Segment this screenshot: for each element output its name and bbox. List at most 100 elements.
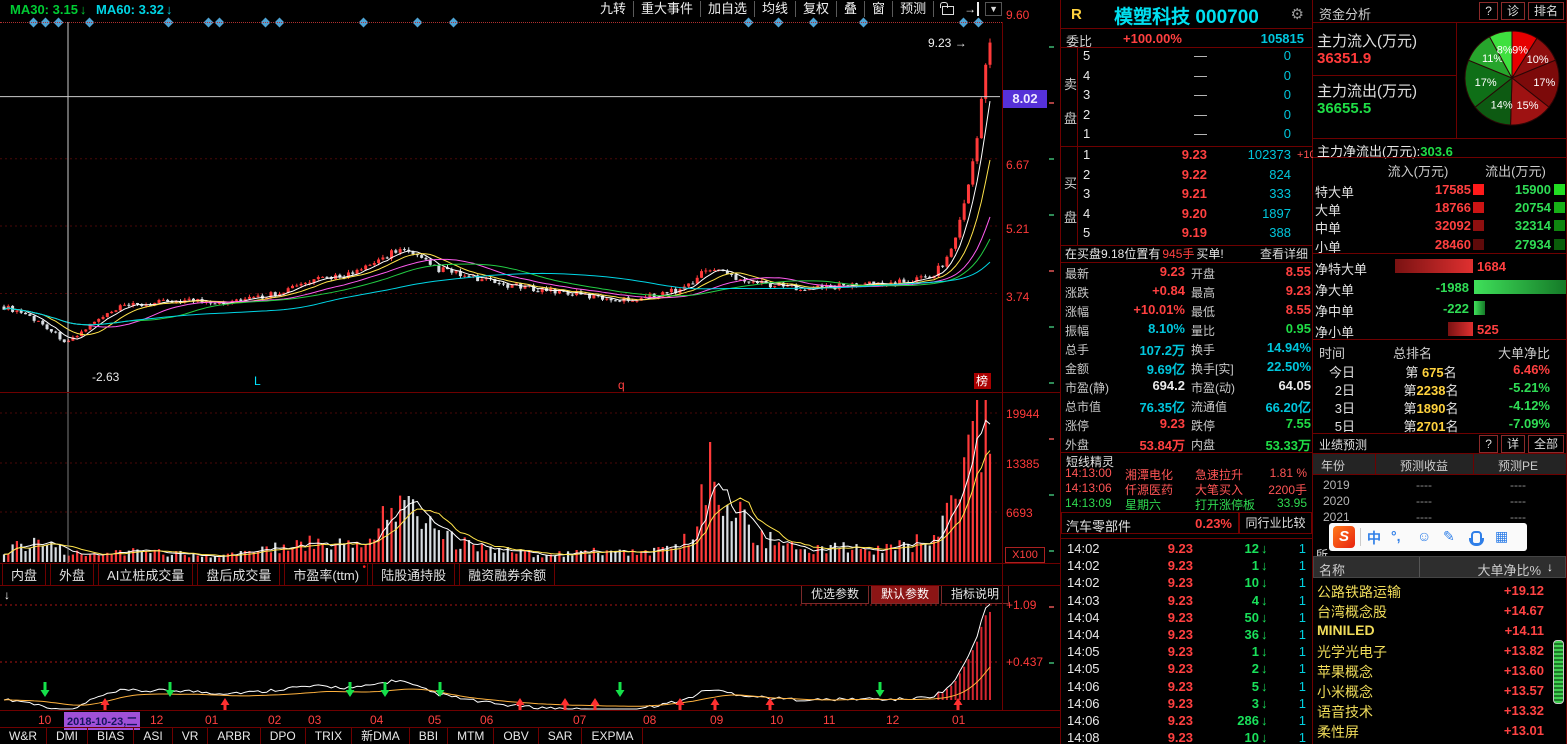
indicator-tab-BBI[interactable]: BBI [410,728,449,744]
tick-row[interactable]: 14:06 9.23 286 ↓ 1 [1061,713,1312,730]
indicator-tab-MTM[interactable]: MTM [448,728,495,744]
rank-pct: -5.21% [1508,380,1550,395]
indicator-tab-DMI[interactable]: DMI [47,728,88,744]
date-axis[interactable]: 10 12 01 02 03 04 05 06 07 08 09 10 11 12 01 2018-10-23… [0,710,1060,730]
tick-count: 1 [1298,558,1306,574]
alert-row[interactable]: 14:13:00 湘潭电化 急速拉升 1.81 % [1061,466,1312,482]
lock-icon[interactable] [940,2,955,15]
buy-row-4[interactable]: 4 9.20 1897 [1077,206,1312,225]
indicator-tab-TRIX[interactable]: TRIX [306,728,353,744]
indicator-tab-DPO[interactable]: DPO [261,728,306,744]
emoji-icon[interactable]: ☺ [1417,528,1432,544]
volume-tab-外盘[interactable]: 外盘 [50,563,95,586]
tick-row[interactable]: 14:06 9.23 5 ↓ 1 [1061,679,1312,696]
tick-row[interactable]: 14:02 9.23 12 ↓ 1 [1061,541,1312,558]
sector-row-台湾概念股[interactable]: 台湾概念股 +14.67 [1313,600,1552,620]
sector-row-小米概念[interactable]: 小米概念 +13.57 [1313,680,1552,700]
fund-button-?[interactable]: ? [1479,2,1498,20]
tick-row[interactable]: 14:06 9.23 3 ↓ 1 [1061,696,1312,713]
price: — [1194,67,1207,83]
sector-row-柔性屏[interactable]: 柔性屏 +13.01 [1313,720,1552,740]
forecast-button-全部[interactable]: 全部 [1527,435,1564,453]
dropdown-caret-icon[interactable]: ▼ [985,2,1002,16]
sell-row-3[interactable]: 3 — 0 [1077,87,1312,106]
microphone-icon[interactable] [1469,531,1484,546]
volume-tab-陆股通持股[interactable]: 陆股通持股 [372,563,456,586]
tick-row[interactable]: 14:08 9.23 10 ↓ 1 [1061,730,1312,744]
volume-tab-盘后成交量[interactable]: 盘后成交量 [197,563,281,586]
toolbar-button-九转[interactable]: 九转 [593,1,634,17]
volume-tab-融资融券余额[interactable]: 融资融券余额 [459,563,556,586]
indicator-tab-W&R[interactable]: W&R [0,728,47,744]
sector-row-MINILED[interactable]: MINILED +14.11 [1313,620,1552,640]
alert-row[interactable]: 14:13:09 星期六 打开涨停板 33.95 [1061,496,1312,512]
toolbar-button-重大事件[interactable]: 重大事件 [634,1,701,17]
volume-tab-AI立桩成交量[interactable]: AI立桩成交量 [98,563,194,586]
tick-volume: 1 [1251,558,1259,574]
buy-row-5[interactable]: 5 9.19 388 [1077,225,1312,244]
sector-row-苹果概念[interactable]: 苹果概念 +13.60 [1313,660,1552,680]
buy-row-2[interactable]: 2 9.22 824 [1077,167,1312,186]
industry-compare-button[interactable]: 同行业比较 [1239,512,1312,534]
forecast-button-?[interactable]: ? [1479,435,1498,453]
toolbar-button-均线[interactable]: 均线 [755,1,797,17]
indicator-tab-VR[interactable]: VR [173,728,209,744]
param-button-默认参数[interactable]: 默认参数 [871,585,939,604]
indicator-tab-SAR[interactable]: SAR [539,728,583,744]
tick-row[interactable]: 14:05 9.23 1 ↓ 1 [1061,644,1312,661]
handwriting-icon[interactable]: ✎ [1443,528,1455,544]
forecast-button-详[interactable]: 详 [1500,435,1525,453]
sogou-logo-icon[interactable]: S [1333,526,1355,548]
sell-row-2[interactable]: 2 — 0 [1077,107,1312,126]
rank-day: 5日 [1334,419,1355,434]
date-highlight: 2018-10-23,二 [64,712,141,730]
alert-row[interactable]: 14:13:06 仟源医药 大笔买入 2200手 [1061,481,1312,497]
punctuation-icon[interactable]: °, [1391,528,1401,544]
tick-row[interactable]: 14:02 9.23 10 ↓ 1 [1061,575,1312,592]
indicator-tab-ARBR[interactable]: ARBR [208,728,261,744]
indicator-tab-OBV[interactable]: OBV [494,728,539,744]
sell-row-5[interactable]: 5 — 0 [1077,48,1312,67]
tick-row[interactable]: 14:02 9.23 1 ↓ 1 [1061,558,1312,575]
tick-row[interactable]: 14:04 9.23 36 ↓ 1 [1061,627,1312,644]
buy-row-3[interactable]: 3 9.21 333 [1077,186,1312,205]
sell-row-4[interactable]: 4 — 0 [1077,68,1312,87]
fund-button-诊[interactable]: 诊 [1500,2,1525,20]
sell-row-1[interactable]: 1 — 0 [1077,126,1312,145]
level: 3 [1083,186,1091,202]
buy-row-1[interactable]: 1 9.23 102373 +108 [1077,147,1322,166]
sector-row-语音技术[interactable]: 语音技术 +13.32 [1313,700,1552,720]
volume-tab-内盘[interactable]: 内盘 [2,563,47,586]
volume-chart[interactable] [0,392,1002,563]
volume-tab-市盈率(ttm)[interactable]: 市盈率(ttm) • [284,562,369,586]
net-row-净特大单: 净特大单 1684 [1313,256,1566,277]
indicator-tab-BIAS[interactable]: BIAS [88,728,135,744]
toolbar-button-窗[interactable]: 窗 [865,1,894,17]
tick-row[interactable]: 14:04 9.23 50 ↓ 1 [1061,610,1312,627]
indicator-tab-ASI[interactable]: ASI [134,728,173,744]
indicator-tab-新DMA[interactable]: 新DMA [352,728,410,744]
toolbar-button-加自选[interactable]: 加自选 [701,1,755,17]
industry-box[interactable]: 汽车零部件 0.23% [1061,512,1239,534]
sector-row-公路铁路运输[interactable]: 公路铁路运输 +19.12 [1313,580,1552,600]
ime-toolbar[interactable]: S 中 °, ☺ ✎ ▦ [1329,523,1527,551]
tick-row[interactable]: 14:03 9.23 4 ↓ 1 [1061,593,1312,610]
view-detail-link[interactable]: 查看详细 [1259,246,1308,261]
tick-row[interactable]: 14:05 9.23 2 ↓ 1 [1061,661,1312,678]
scrollbar-thumb[interactable] [1553,640,1564,704]
gear-icon[interactable]: ⚙ [1290,6,1304,23]
indicator-chart[interactable]: ↓ [0,585,1002,710]
chinese-mode-icon[interactable]: 中 [1367,530,1381,546]
sector-row-光学光电子[interactable]: 光学光电子 +13.82 [1313,640,1552,660]
toolbox-icon[interactable]: ▦ [1495,528,1509,544]
indicator-tab-EXPMA[interactable]: EXPMA [582,728,644,744]
toolbar-button-复权[interactable]: 复权 [796,1,838,17]
snap-right-icon[interactable]: → [964,2,980,16]
metric-value: 0.95 [1285,321,1311,336]
sector-list-header[interactable]: 名称 大单净比% ↓ [1313,556,1566,578]
toolbar-button-预测[interactable]: 预测 [893,1,935,17]
toolbar-button-叠[interactable]: 叠 [837,1,866,17]
tick-list[interactable]: 14:02 9.23 12 ↓ 1 14:02 9.23 1 ↓ 1 14:02 9.23 10 ↓ 1 14… [1061,538,1312,744]
fund-button-排名[interactable]: 排名 [1527,2,1564,20]
